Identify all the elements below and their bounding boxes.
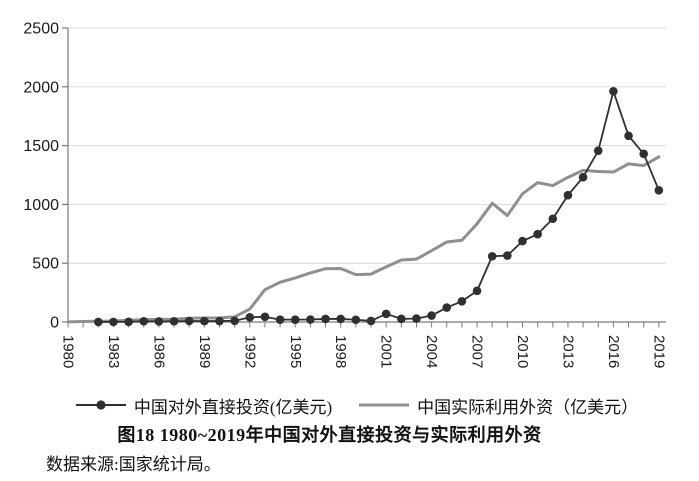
ofdi-data-point <box>230 316 239 326</box>
ofdi-data-point <box>306 315 315 324</box>
x-axis-label: 2013 <box>559 335 576 368</box>
ofdi-data-point <box>654 185 664 195</box>
ofdi-data-point <box>260 312 270 322</box>
x-axis-label: 1995 <box>287 335 304 368</box>
ofdi-data-point <box>427 311 436 320</box>
ofdi-data-point <box>609 86 618 96</box>
ofdi-line-marker-icon <box>75 400 126 410</box>
ofdi-data-point <box>275 315 285 324</box>
x-axis-label: 2016 <box>605 335 622 368</box>
x-axis-label: 1989 <box>196 335 213 368</box>
x-axis-label: 2007 <box>469 335 486 368</box>
data-source-note: 数据来源:国家统计局。 <box>46 455 221 474</box>
ofdi-data-point <box>442 303 452 312</box>
ofdi-data-point <box>351 315 361 325</box>
ofdi-data-point <box>472 286 482 296</box>
x-axis-label: 2019 <box>650 335 667 368</box>
ofdi-data-point <box>503 251 512 260</box>
y-axis-label: 2500 <box>23 21 59 38</box>
ofdi-data-point <box>184 316 194 326</box>
ofdi-data-point <box>139 316 149 326</box>
y-axis-label: 2000 <box>23 79 59 96</box>
ofdi-data-point <box>457 297 467 306</box>
figure-caption: 图18 1980~2019年中国对外直接投资与实际利用外资 <box>117 425 542 445</box>
ofdi-data-point <box>381 309 391 319</box>
legend-row: 中国对外直接投资(亿美元) 中国实际利用外资（亿美元） <box>0 393 699 417</box>
ofdi-data-point <box>124 317 133 327</box>
legend-label-ofdi: 中国对外直接投资(亿美元) <box>133 397 333 417</box>
ofdi-data-point <box>518 236 527 246</box>
ofdi-data-point <box>563 190 573 200</box>
y-axis-label: 1500 <box>23 138 59 155</box>
x-axis-label: 1998 <box>332 335 349 368</box>
ofdi-data-point <box>200 316 209 326</box>
fdi-utilized-line <box>66 155 661 324</box>
ofdi-data-point <box>624 131 633 141</box>
ofdi-data-point <box>533 229 542 239</box>
ofdi-data-point <box>639 149 648 159</box>
x-axis-label: 1980 <box>60 335 77 368</box>
ofdi-data-point <box>290 315 300 324</box>
ofdi-data-point <box>412 314 421 323</box>
ofdi-data-point <box>548 214 558 224</box>
ofdi-data-point <box>593 146 603 155</box>
ofdi-data-point <box>154 317 164 326</box>
y-axis-label: 0 <box>50 315 59 332</box>
x-axis-label: 2010 <box>514 335 531 368</box>
legend-label-fdi: 中国实际利用外资（亿美元） <box>417 397 639 417</box>
ofdi-data-point <box>94 317 103 327</box>
ofdi-data-point <box>109 317 118 327</box>
ofdi-data-point <box>397 314 406 324</box>
x-axis-label: 2004 <box>423 335 440 368</box>
ofdi-data-point <box>336 314 346 324</box>
ofdi-data-point <box>487 251 497 261</box>
ofdi-data-point <box>578 172 588 182</box>
legend-item-ofdi: 中国对外直接投资(亿美元) <box>75 393 332 418</box>
fdi-line-marker-icon <box>359 403 410 407</box>
x-axis-label: 1983 <box>105 335 122 368</box>
y-axis-label: 500 <box>32 256 59 273</box>
x-axis-label: 1986 <box>150 335 167 368</box>
y-axis-label: 1000 <box>23 197 59 214</box>
x-axis-label: 1992 <box>241 335 258 368</box>
ofdi-data-point <box>245 312 255 322</box>
legend-item-fdi: 中国实际利用外资（亿美元） <box>358 393 638 418</box>
ofdi-data-point <box>366 316 376 326</box>
x-axis-label: 2001 <box>378 335 395 368</box>
ofdi-data-point <box>321 314 330 324</box>
line-chart-canvas: 0 500 1000 1500 2000 2500 1980 1983 1986 1989 1992… <box>23 21 667 369</box>
ofdi-line <box>98 90 660 323</box>
ofdi-data-point <box>169 316 179 326</box>
ofdi-data-point <box>215 316 224 326</box>
